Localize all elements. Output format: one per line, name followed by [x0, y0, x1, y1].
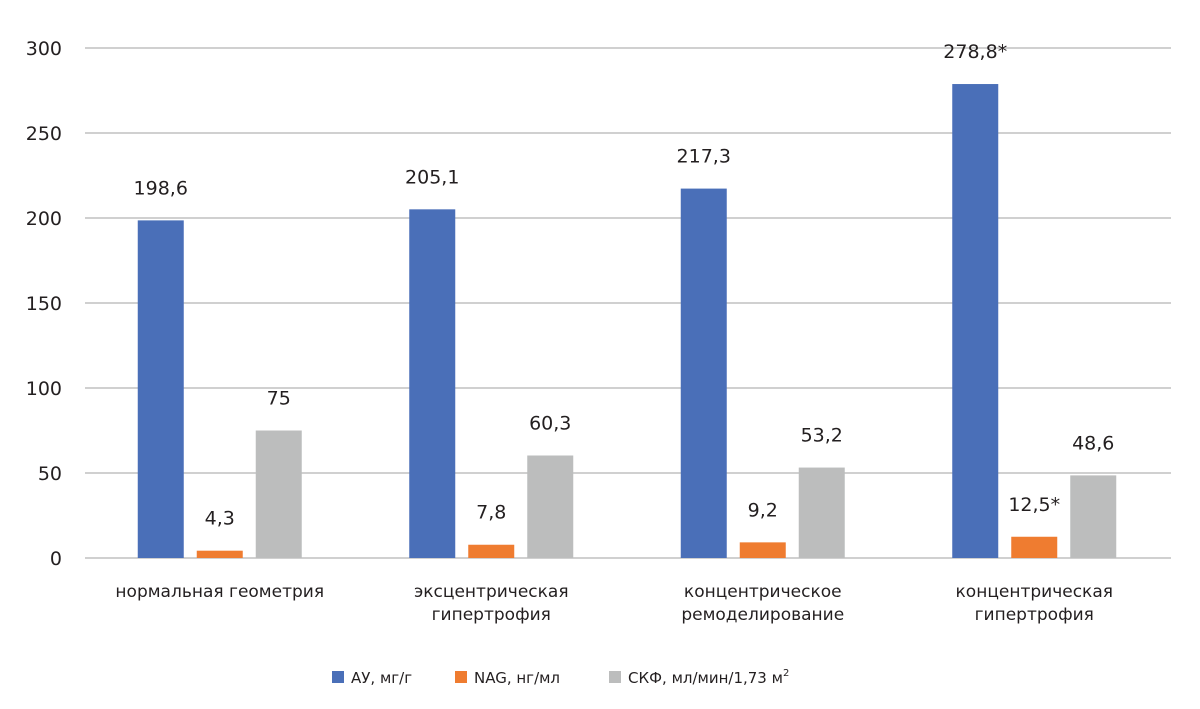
bar [196, 550, 243, 558]
legend-swatch [332, 671, 344, 683]
category-label: концентрическое ремоделирование [681, 582, 844, 625]
legend-label-text: NAG, нг/мл [474, 669, 560, 687]
category-label: эксцентрическая гипертрофия [414, 582, 569, 625]
data-label: 7,8 [476, 502, 506, 524]
category-label: концентрическая гипертрофия [956, 582, 1113, 625]
legend-item: NAG, нг/мл [455, 669, 560, 687]
bar [527, 455, 574, 558]
legend-item: АУ, мг/г [332, 669, 412, 687]
category-label-line: эксцентрическая [414, 582, 569, 602]
y-tick-label: 200 [26, 208, 62, 230]
data-label: 9,2 [748, 499, 778, 521]
legend-swatch [609, 671, 621, 683]
data-label: 53,2 [801, 425, 843, 447]
bar [680, 188, 727, 558]
category-label-line: концентрическое [684, 582, 842, 602]
data-labels: 198,6 4,3 75 205,1 7,8 60,3 217,3 9,2 53,2 278,8*… [134, 41, 1115, 530]
legend-label-text: СКФ, мл/мин/1,73 м [628, 669, 783, 687]
data-label: 48,6 [1072, 432, 1114, 454]
bar [468, 544, 515, 558]
y-axis-ticks: 0 50 100 150 200 250 300 [26, 38, 62, 570]
data-label: 217,3 [677, 146, 731, 168]
legend-label: NAG, нг/мл [474, 669, 560, 687]
category-label: нормальная геометрия [115, 582, 324, 602]
y-tick-label: 300 [26, 38, 62, 60]
legend-label-text: АУ, мг/г [351, 669, 412, 687]
bar [1070, 475, 1117, 558]
bar [137, 220, 184, 558]
data-label: 60,3 [529, 412, 571, 434]
category-label-line: гипертрофия [975, 605, 1094, 625]
category-label-line: концентрическая [956, 582, 1113, 602]
y-tick-label: 50 [38, 463, 62, 485]
category-label-line: гипертрофия [432, 605, 551, 625]
gridlines [85, 47, 1171, 559]
data-label: 4,3 [205, 508, 235, 530]
legend-label: СКФ, мл/мин/1,73 м2 [628, 668, 789, 687]
legend-label-superscript: 2 [783, 668, 789, 679]
legend-swatch [455, 671, 467, 683]
bar [1011, 536, 1058, 558]
data-label: 75 [267, 388, 291, 410]
data-label: 205,1 [405, 166, 459, 188]
category-label-line: ремоделирование [681, 605, 844, 625]
data-label: 198,6 [134, 177, 188, 199]
category-labels: нормальная геометрия эксцентрическая гипер… [115, 582, 1113, 625]
y-tick-label: 100 [26, 378, 62, 400]
data-label: 278,8* [943, 41, 1007, 63]
bar [952, 84, 999, 558]
bar [409, 209, 456, 558]
legend-item: СКФ, мл/мин/1,73 м2 [609, 668, 789, 687]
legend-label: АУ, мг/г [351, 669, 412, 687]
bar [739, 542, 786, 558]
y-tick-label: 0 [50, 548, 62, 570]
y-tick-label: 150 [26, 293, 62, 315]
bar [255, 430, 302, 558]
bars [137, 84, 1117, 558]
category-label-line: нормальная геометрия [115, 582, 324, 602]
data-label: 12,5* [1008, 494, 1060, 516]
legend: АУ, мг/г NAG, нг/мл СКФ, мл/мин/1,73 м2 [332, 668, 789, 687]
bar [798, 467, 845, 558]
y-tick-label: 250 [26, 123, 62, 145]
